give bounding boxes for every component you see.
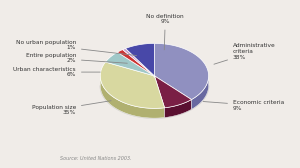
Polygon shape: [154, 43, 208, 100]
Polygon shape: [123, 48, 154, 76]
Text: No urban population
1%: No urban population 1%: [16, 40, 136, 55]
Polygon shape: [106, 52, 154, 76]
Text: Entire population
2%: Entire population 2%: [26, 53, 127, 63]
Text: Urban characteristics
6%: Urban characteristics 6%: [13, 67, 100, 77]
Polygon shape: [100, 62, 165, 108]
Polygon shape: [100, 86, 208, 118]
Polygon shape: [125, 43, 154, 76]
Text: Source: United Nations 2003.: Source: United Nations 2003.: [60, 156, 131, 161]
Text: Economic criteria
9%: Economic criteria 9%: [203, 100, 284, 111]
Polygon shape: [165, 100, 191, 118]
Text: Population size
35%: Population size 35%: [32, 101, 111, 115]
Text: Administrative
criteria
38%: Administrative criteria 38%: [214, 43, 276, 64]
Polygon shape: [117, 50, 154, 76]
Text: No definition
9%: No definition 9%: [146, 14, 184, 50]
Polygon shape: [154, 76, 191, 108]
Polygon shape: [100, 76, 165, 118]
Polygon shape: [191, 77, 208, 109]
